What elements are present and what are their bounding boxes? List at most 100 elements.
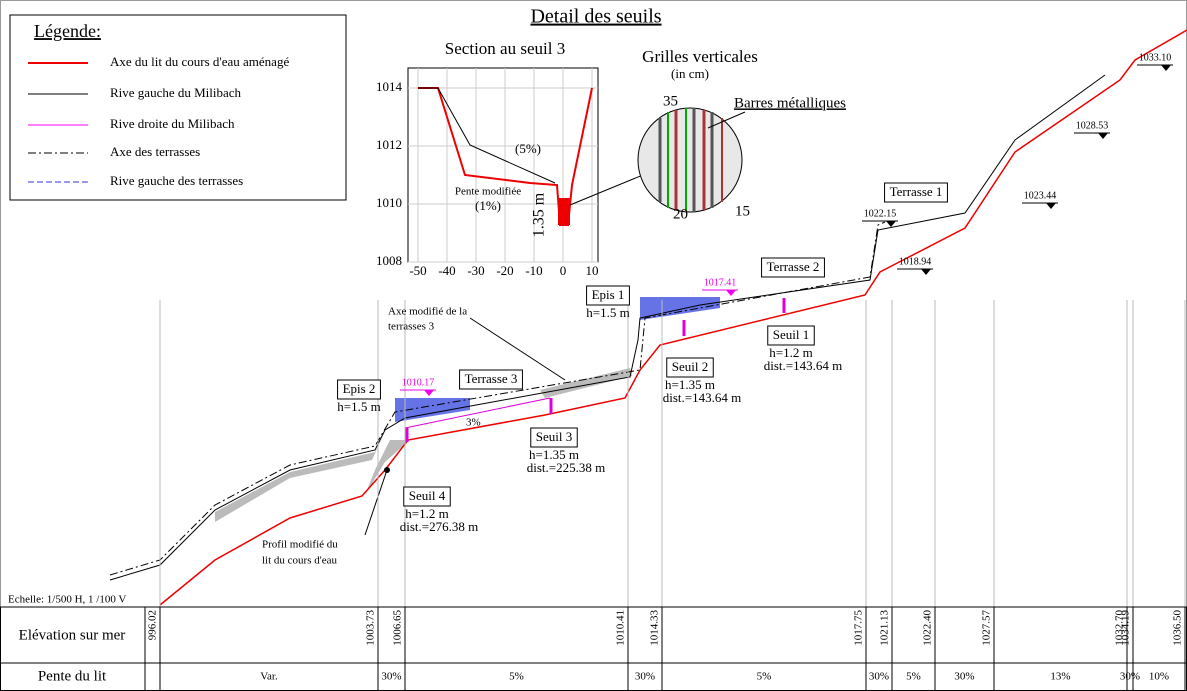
elevation: 1036.50 xyxy=(1172,610,1184,646)
structure-detail: h=1.2 m xyxy=(405,506,448,521)
y-tick-label: 1012 xyxy=(376,137,402,152)
slope: Var. xyxy=(260,671,278,683)
hatch xyxy=(640,297,720,320)
elevation: 1003.73 xyxy=(365,610,377,646)
structure-name: Epis 1 xyxy=(592,287,625,302)
row-label: Elévation sur mer xyxy=(19,627,126,643)
section-label: Pente modifiée xyxy=(455,186,521,198)
elevation: 1032.70 xyxy=(1114,610,1126,646)
slope: 5% xyxy=(906,671,921,683)
x-tick-label: -40 xyxy=(438,263,455,278)
slope: 30% xyxy=(1120,671,1140,683)
note: 3% xyxy=(466,417,481,429)
structure-detail: dist.=143.64 m xyxy=(764,358,842,373)
elevation: 996.02 xyxy=(147,610,159,640)
structure-detail: h=1.5 m xyxy=(337,399,380,414)
structure-box xyxy=(666,357,714,378)
level-label: 1023.44 xyxy=(1024,190,1057,201)
level-label: 1018.94 xyxy=(899,256,932,267)
structure-box xyxy=(403,486,451,507)
structure-name: Seuil 3 xyxy=(536,429,572,444)
level-marker xyxy=(1046,203,1056,209)
levels: 1033.10 1028.53 1023.44 1022.15 1018.94 1017.… xyxy=(400,52,1173,396)
right-bank xyxy=(404,397,551,429)
structure-detail: dist.=276.38 m xyxy=(400,519,478,534)
profile xyxy=(109,29,1187,606)
section-label: (1%) xyxy=(475,198,501,213)
slope: 5% xyxy=(509,671,524,683)
legend-label: Axe des terrasses xyxy=(110,144,200,159)
structures: Terrasse 1 Terrasse 2 Terrasse 3 Epis 1 h=1.… xyxy=(337,182,948,534)
structure-box xyxy=(767,325,815,346)
gray-band xyxy=(540,368,632,398)
slope: 30% xyxy=(635,671,655,683)
x-tick-label: -30 xyxy=(467,263,484,278)
structure-name: Epis 2 xyxy=(343,381,376,396)
slope: 5% xyxy=(757,671,772,683)
elevation: 1034.19 xyxy=(1120,610,1132,646)
level-marker xyxy=(424,390,434,396)
dim: 15 xyxy=(735,203,750,219)
structure-box xyxy=(586,285,630,306)
note: lit du cours d'eau xyxy=(262,555,337,567)
section-label: 1.35 m xyxy=(531,192,548,237)
elevation: 1022.40 xyxy=(922,610,934,646)
slope: 13% xyxy=(1050,671,1070,683)
structure-name: Seuil 1 xyxy=(773,327,809,342)
dim: 20 xyxy=(673,206,688,222)
legend-title: Légende: xyxy=(34,21,101,41)
x-tick-label: 0 xyxy=(560,263,567,278)
grille-circle xyxy=(637,107,743,213)
legend-label: Rive gauche des terrasses xyxy=(110,173,243,188)
slope: 30% xyxy=(381,671,401,683)
structure-box xyxy=(459,369,523,390)
row-label: Pente du lit xyxy=(38,668,107,684)
structure-name: Terrasse 1 xyxy=(890,184,943,199)
y-tick-label: 1008 xyxy=(376,253,402,268)
y-tick-label: 1014 xyxy=(376,79,403,94)
structure-detail: dist.=143.64 m xyxy=(663,390,741,405)
x-tick-label: -50 xyxy=(409,263,426,278)
legend-label: Rive droite du Milibach xyxy=(110,116,235,131)
x-tick-label: -10 xyxy=(525,263,542,278)
level-label: 1028.53 xyxy=(1076,120,1109,131)
note: Axe modifié de la xyxy=(388,306,467,318)
section-title: Section au seuil 3 xyxy=(445,39,565,58)
gray-band xyxy=(365,440,410,495)
elevation: 1027.57 xyxy=(981,610,993,646)
level-label: 1022.15 xyxy=(864,208,897,219)
structure-detail: h=1.5 m xyxy=(586,305,629,320)
level-label: 1033.10 xyxy=(1139,52,1172,63)
left-bank xyxy=(109,74,1106,581)
axis-line xyxy=(159,29,1187,606)
structure-box xyxy=(884,182,948,203)
x-tick-label: -20 xyxy=(496,263,513,278)
level-label: 1017.41 xyxy=(704,277,737,288)
level-label: 1010.17 xyxy=(402,377,435,388)
level-marker xyxy=(726,290,736,296)
slope: 10% xyxy=(1149,671,1169,683)
structure-detail: dist.=225.38 m xyxy=(527,460,605,475)
x-tick-label: 10 xyxy=(586,263,599,278)
dim: 35 xyxy=(663,93,678,109)
structure-detail: h=1.2 m xyxy=(769,345,812,360)
structure-detail: h=1.35 m xyxy=(665,377,715,392)
slope: 30% xyxy=(869,671,889,683)
scale: Echelle: 1/500 H, 1 /100 V xyxy=(8,594,126,606)
structure-box xyxy=(337,379,381,400)
elevation: 1006.65 xyxy=(392,610,404,646)
grilles-unit: (in cm) xyxy=(671,66,709,81)
plot-area xyxy=(407,67,599,263)
level-marker xyxy=(921,269,931,275)
level-marker xyxy=(886,221,896,227)
elevation: 1010.41 xyxy=(615,610,627,646)
note: terrasses 3 xyxy=(388,321,435,333)
grille-bars xyxy=(658,108,723,212)
y-tick-label: 1010 xyxy=(376,195,402,210)
level-marker xyxy=(1098,133,1108,139)
note: Profil modifié du xyxy=(262,539,338,551)
slope: 30% xyxy=(954,671,974,683)
elevation: 1014.33 xyxy=(649,610,661,646)
section-grid xyxy=(558,198,570,225)
